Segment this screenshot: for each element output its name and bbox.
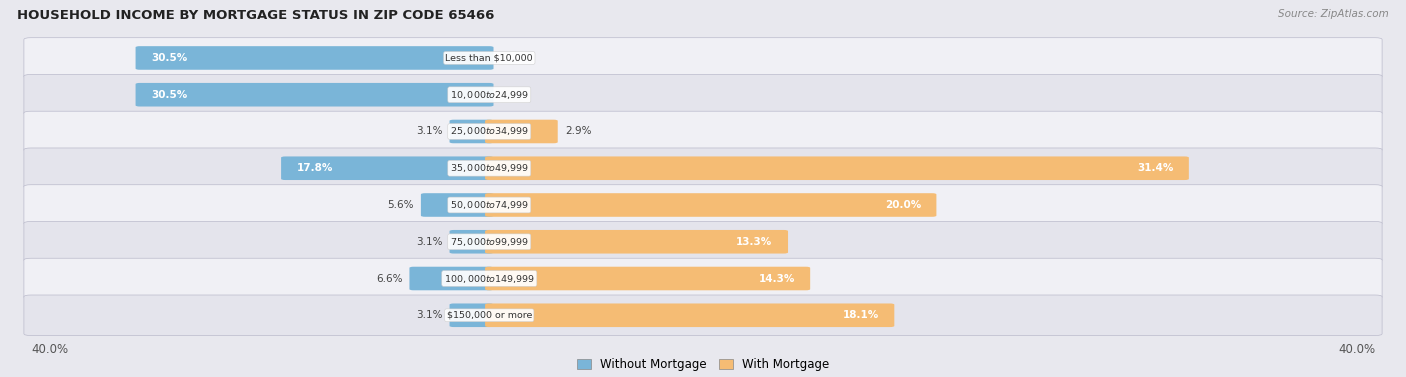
FancyBboxPatch shape: [24, 111, 1382, 152]
FancyBboxPatch shape: [24, 222, 1382, 262]
Text: $25,000 to $34,999: $25,000 to $34,999: [450, 126, 529, 138]
FancyBboxPatch shape: [450, 303, 494, 327]
FancyBboxPatch shape: [24, 185, 1382, 225]
FancyBboxPatch shape: [24, 258, 1382, 299]
Text: $75,000 to $99,999: $75,000 to $99,999: [450, 236, 529, 248]
Text: 5.6%: 5.6%: [388, 200, 413, 210]
FancyBboxPatch shape: [485, 193, 936, 217]
Text: $150,000 or more: $150,000 or more: [447, 311, 531, 320]
Text: 40.0%: 40.0%: [31, 343, 67, 356]
FancyBboxPatch shape: [281, 156, 494, 180]
Legend: Without Mortgage, With Mortgage: Without Mortgage, With Mortgage: [576, 358, 830, 371]
FancyBboxPatch shape: [24, 75, 1382, 115]
FancyBboxPatch shape: [135, 83, 494, 107]
Text: 14.3%: 14.3%: [758, 273, 794, 284]
Text: 3.1%: 3.1%: [416, 237, 443, 247]
FancyBboxPatch shape: [485, 303, 894, 327]
FancyBboxPatch shape: [24, 148, 1382, 188]
Text: $100,000 to $149,999: $100,000 to $149,999: [444, 273, 534, 285]
FancyBboxPatch shape: [409, 267, 494, 290]
FancyBboxPatch shape: [24, 295, 1382, 336]
Text: 6.6%: 6.6%: [375, 273, 402, 284]
Text: 31.4%: 31.4%: [1137, 163, 1174, 173]
FancyBboxPatch shape: [485, 267, 810, 290]
FancyBboxPatch shape: [485, 156, 1189, 180]
Text: 17.8%: 17.8%: [297, 163, 333, 173]
Text: 13.3%: 13.3%: [737, 237, 772, 247]
Text: $10,000 to $24,999: $10,000 to $24,999: [450, 89, 529, 101]
FancyBboxPatch shape: [450, 230, 494, 254]
Text: $50,000 to $74,999: $50,000 to $74,999: [450, 199, 529, 211]
Text: Source: ZipAtlas.com: Source: ZipAtlas.com: [1278, 9, 1389, 20]
Text: 40.0%: 40.0%: [1339, 343, 1375, 356]
Text: 30.5%: 30.5%: [150, 90, 187, 100]
Text: 20.0%: 20.0%: [884, 200, 921, 210]
Text: $35,000 to $49,999: $35,000 to $49,999: [450, 162, 529, 174]
Text: Less than $10,000: Less than $10,000: [446, 54, 533, 63]
FancyBboxPatch shape: [420, 193, 494, 217]
Text: HOUSEHOLD INCOME BY MORTGAGE STATUS IN ZIP CODE 65466: HOUSEHOLD INCOME BY MORTGAGE STATUS IN Z…: [17, 9, 495, 22]
FancyBboxPatch shape: [135, 46, 494, 70]
Text: 3.1%: 3.1%: [416, 126, 443, 136]
Text: 18.1%: 18.1%: [842, 310, 879, 320]
Text: 3.1%: 3.1%: [416, 310, 443, 320]
FancyBboxPatch shape: [24, 38, 1382, 78]
Text: 30.5%: 30.5%: [150, 53, 187, 63]
FancyBboxPatch shape: [485, 120, 558, 143]
FancyBboxPatch shape: [485, 230, 787, 254]
FancyBboxPatch shape: [450, 120, 494, 143]
Text: 2.9%: 2.9%: [565, 126, 592, 136]
